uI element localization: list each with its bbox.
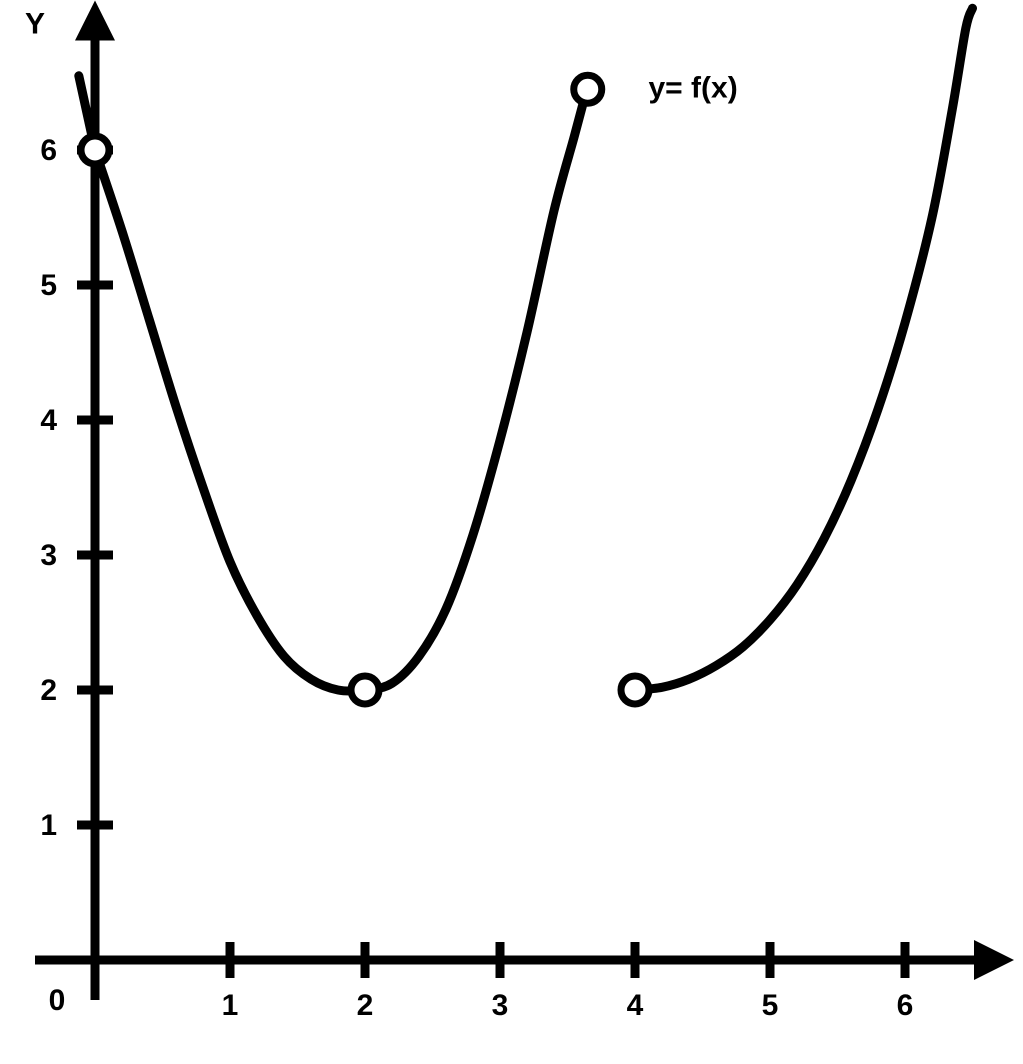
open-point [621, 676, 649, 704]
x-tick-label: 2 [357, 989, 374, 1022]
x-tick-label: 6 [897, 989, 914, 1022]
function-chart: 1234561234560XYy= f(x) [0, 0, 1023, 1064]
open-point [574, 75, 602, 103]
open-point [351, 676, 379, 704]
curve-left-parabola [95, 96, 585, 691]
y-axis-arrow [75, 1, 115, 41]
x-axis-arrow [974, 940, 1014, 980]
y-axis-label: Y [25, 8, 45, 41]
y-tick-label: 6 [40, 134, 57, 167]
function-label: y= f(x) [649, 71, 738, 104]
x-tick-label: 5 [762, 989, 779, 1022]
y-tick-label: 5 [40, 269, 57, 302]
open-point [81, 136, 109, 164]
y-tick-label: 3 [40, 539, 57, 572]
y-tick-label: 1 [40, 809, 57, 842]
x-tick-label: 1 [222, 989, 239, 1022]
x-tick-label: 3 [492, 989, 509, 1022]
curve-right-curve [635, 8, 973, 690]
y-tick-label: 4 [40, 404, 57, 437]
x-tick-label: 4 [627, 989, 644, 1022]
y-tick-label: 2 [40, 674, 57, 707]
origin-label: 0 [49, 984, 66, 1017]
